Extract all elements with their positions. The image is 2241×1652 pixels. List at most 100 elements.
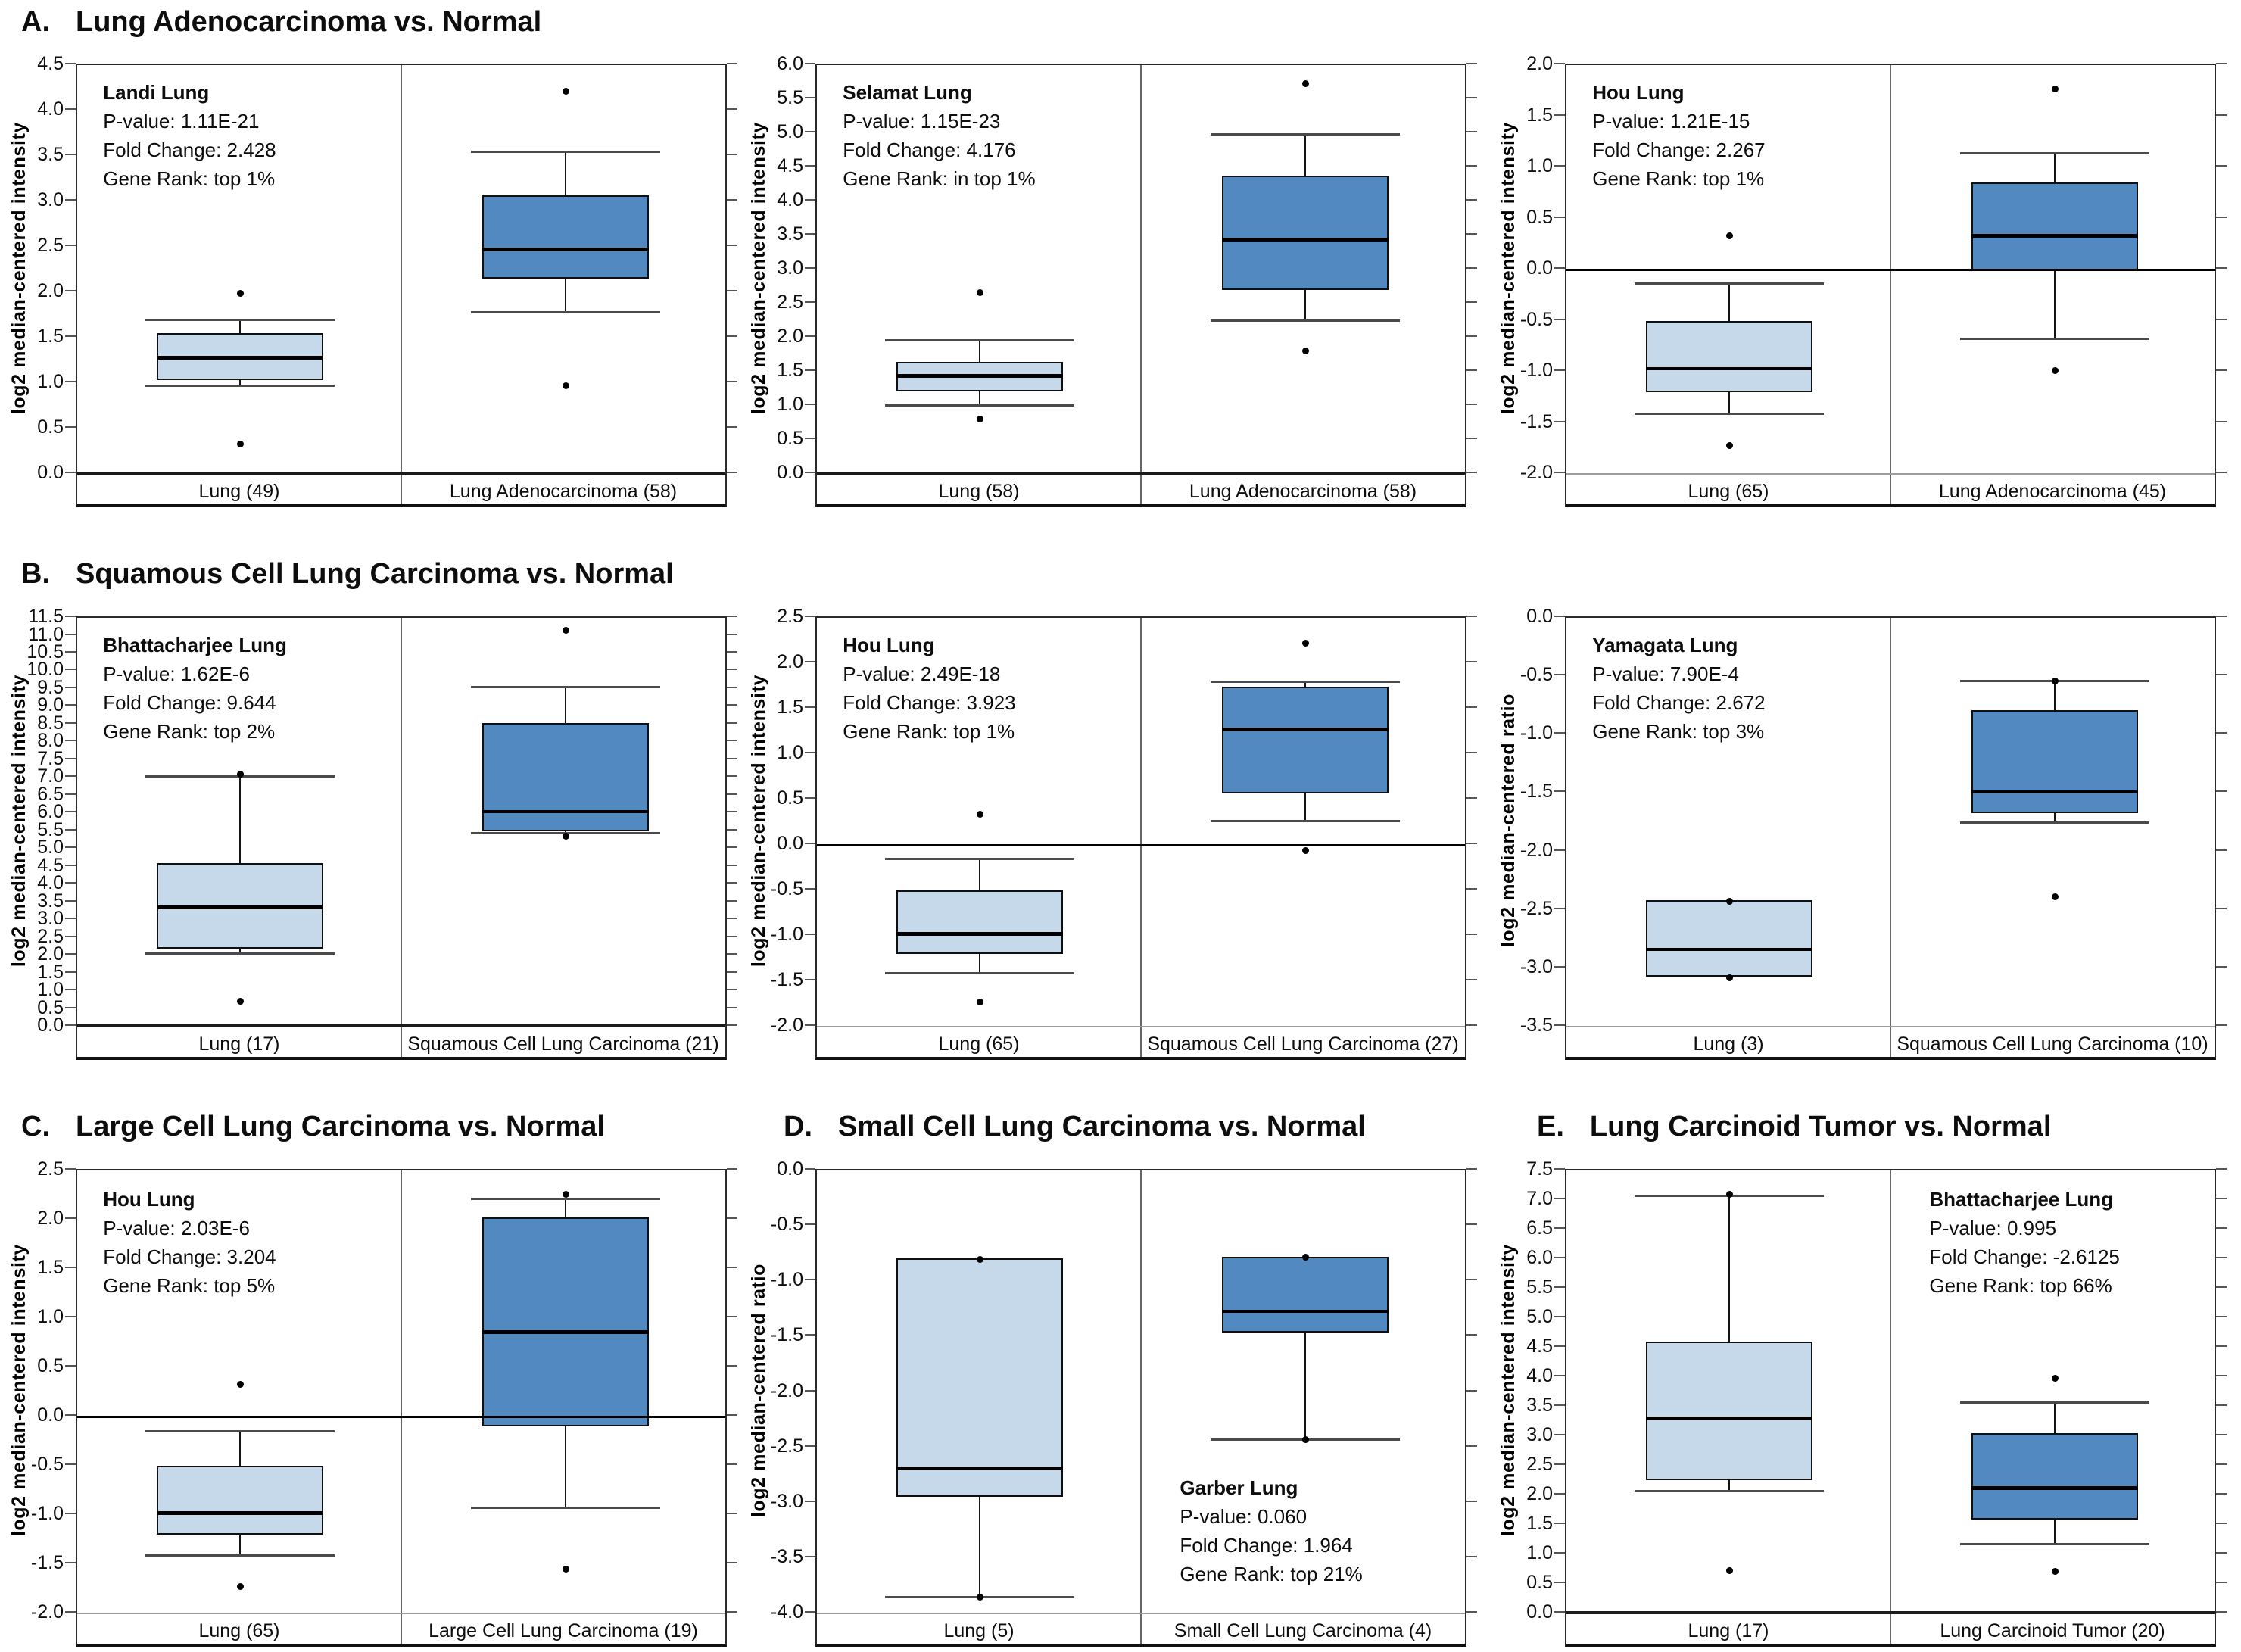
y-tick-mark-right: [2216, 732, 2227, 734]
y-tick-label: 1.0: [1526, 1542, 1553, 1563]
y-tick-label: 0.5: [1526, 1572, 1553, 1593]
y-tick-label: 0.0: [1526, 1601, 1553, 1622]
y-tick-mark-left: [805, 301, 815, 303]
y-tick-mark-right: [2216, 1375, 2227, 1376]
outlier-dot: [1725, 232, 1733, 239]
y-tick-label: -1.5: [1519, 410, 1553, 432]
box-tumor: [482, 722, 649, 831]
y-tick-mark-right: [2216, 1198, 2227, 1199]
y-tick-label: 2.0: [37, 943, 64, 965]
y-tick-mark-right: [1466, 752, 1477, 753]
y-tick-mark-left: [65, 775, 76, 778]
outlier-dot: [2051, 677, 2059, 684]
y-tick-mark-right: [727, 1168, 737, 1170]
y-tick-mark-right: [2216, 114, 2227, 116]
y-tick-mark-right: [1466, 438, 1477, 439]
y-tick-mark-left: [1554, 616, 1565, 617]
y-tick-label: 4.5: [777, 155, 803, 176]
median-line: [1222, 1309, 1389, 1313]
y-tick-mark-right: [1466, 267, 1477, 269]
stats-study-name: Bhattacharjee Lung: [103, 634, 287, 657]
y-tick-mark-left: [65, 426, 76, 428]
y-tick-mark-right: [1466, 616, 1477, 617]
stats-block: Bhattacharjee Lung P-value: 1.62E-6 Fold C…: [103, 631, 287, 746]
outlier-dot: [236, 1583, 244, 1591]
y-tick-mark-right: [727, 108, 737, 110]
section-letter-c: C.: [21, 1111, 50, 1142]
y-tick-mark-right: [727, 740, 737, 742]
whisker-cap-high: [1211, 680, 1400, 683]
y-tick-mark-left: [65, 154, 76, 155]
x-axis-baseline: [1566, 1611, 2215, 1614]
stats-fold-change: Fold Change: 4.176: [843, 139, 1016, 162]
y-tick-mark-left: [1554, 318, 1565, 320]
y-tick-label: 0.0: [777, 833, 803, 854]
y-tick-mark-left: [1554, 369, 1565, 371]
y-tick-mark-left: [805, 404, 815, 405]
stats-gene-rank: Gene Rank: top 1%: [103, 167, 276, 191]
median-line: [896, 1467, 1063, 1470]
group-divider: [1890, 618, 1891, 1057]
y-tick-mark-right: [727, 1365, 737, 1367]
y-tick-mark-right: [2216, 420, 2227, 422]
whisker-cap-low: [885, 971, 1074, 974]
y-tick-mark-left: [65, 1513, 76, 1514]
category-label: Lung (17): [1688, 1619, 1769, 1641]
y-tick-label: 5.5: [1526, 1276, 1553, 1298]
y-tick-mark-right: [727, 633, 737, 635]
y-tick-mark-right: [1466, 797, 1477, 799]
y-tick-label: -0.5: [30, 1454, 64, 1475]
y-tick-label: -1.0: [1519, 360, 1553, 381]
plot-area: Hou Lung P-value: 1.21E-15 Fold Change: 2.…: [1565, 64, 2216, 507]
y-tick-mark-right: [727, 1006, 737, 1008]
y-tick-mark-left: [65, 953, 76, 955]
y-tick-label: 0.0: [1526, 257, 1553, 279]
y-tick-mark-right: [1466, 1168, 1477, 1170]
plot-area: Yamagata Lung P-value: 7.90E-4 Fold Change…: [1565, 616, 2216, 1060]
y-tick-mark-right: [2216, 369, 2227, 371]
y-tick-mark-left: [1554, 1493, 1565, 1495]
zero-line: [817, 843, 1465, 846]
section-header-c: C. Large Cell Lung Carcinoma vs. Normal: [21, 1111, 605, 1143]
y-tick-label: 8.5: [37, 712, 64, 734]
y-tick-mark-left: [65, 1168, 76, 1170]
median-line: [1646, 366, 1812, 371]
y-tick-mark-right: [1466, 888, 1477, 890]
outlier-dot: [976, 1255, 983, 1263]
section-title-e: Lung Carcinoid Tumor vs. Normal: [1589, 1111, 2052, 1142]
y-tick-mark-left: [1554, 965, 1565, 968]
y-tick-mark-right: [727, 757, 737, 759]
y-tick-mark-left: [65, 864, 76, 866]
whisker-cap-low: [1211, 820, 1400, 823]
section-header-a: A. Lung Adenocarcinoma vs. Normal: [21, 6, 541, 39]
median-line: [1971, 790, 2138, 794]
plot-area: Hou Lung P-value: 2.03E-6 Fold Change: 3.2…: [76, 1169, 727, 1647]
whisker-cap-high: [1635, 282, 1824, 285]
y-tick-mark-right: [727, 1267, 737, 1268]
category-label: Lung Adenocarcinoma (45): [1938, 480, 2167, 502]
group-divider: [1140, 618, 1142, 1057]
y-tick-mark-right: [727, 1217, 737, 1219]
y-tick-mark-left: [65, 1463, 76, 1465]
y-tick-label: 7.5: [1526, 1158, 1553, 1180]
y-tick-label: 4.5: [37, 854, 64, 876]
y-tick-mark-right: [2216, 1582, 2227, 1583]
box-tumor: [482, 195, 649, 279]
y-tick-label: 2.0: [777, 326, 803, 347]
y-tick-mark-right: [727, 899, 737, 902]
whisker-cap-high: [471, 686, 660, 689]
y-tick-mark-left: [1554, 732, 1565, 734]
y-tick-mark-right: [727, 846, 737, 849]
y-tick-mark-left: [1554, 790, 1565, 793]
stats-fold-change: Fold Change: 2.267: [1592, 139, 1766, 162]
y-tick-mark-left: [805, 438, 815, 439]
section-header-b: B. Squamous Cell Lung Carcinoma vs. Norma…: [21, 558, 674, 591]
whisker-cap-high: [1211, 133, 1400, 136]
y-tick-mark-right: [1466, 369, 1477, 371]
y-tick-mark-left: [1554, 907, 1565, 909]
category-label: Squamous Cell Lung Carcinoma (21): [407, 1033, 719, 1055]
y-tick-mark-right: [1466, 63, 1477, 64]
y-tick-mark-left: [805, 97, 815, 98]
x-axis-baseline: [817, 472, 1465, 475]
